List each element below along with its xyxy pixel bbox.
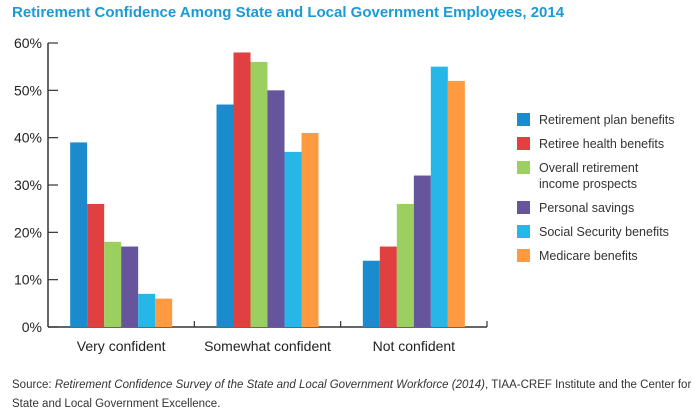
y-tick-label: 10% — [14, 272, 42, 288]
legend-label: Social Security benefits — [539, 225, 669, 239]
chart-title: Retirement Confidence Among State and Lo… — [12, 4, 565, 21]
bar-4-2 — [430, 66, 448, 328]
legend-swatch — [517, 161, 530, 174]
bar-0-2 — [362, 260, 380, 327]
bar-3-2 — [413, 175, 431, 327]
bar-2-0 — [104, 241, 122, 327]
bar-4-0 — [138, 293, 156, 327]
bar-5-2 — [447, 80, 465, 327]
bar-5-0 — [155, 298, 173, 327]
bar-0-0 — [70, 142, 88, 327]
legend-swatch — [517, 113, 530, 126]
legend-swatch — [517, 225, 530, 238]
y-tick-label: 60% — [14, 35, 42, 51]
legend-item: Retiree health benefits — [517, 136, 695, 152]
legend-item: Medicare benefits — [517, 248, 695, 264]
bar-0-1 — [216, 104, 234, 328]
legend-swatch — [517, 201, 530, 214]
legend-label: Personal savings — [539, 201, 635, 215]
source-prefix: Source: — [12, 379, 55, 391]
source-note: Source: Retirement Confidence Survey of … — [12, 376, 692, 414]
bar-1-1 — [233, 52, 251, 327]
bar-1-2 — [379, 246, 397, 327]
y-tick-label: 30% — [14, 177, 42, 193]
legend-item: Personal savings — [517, 200, 695, 216]
x-category-label: Not confident — [373, 338, 456, 354]
bar-3-0 — [121, 246, 139, 327]
legend-label: Medicare benefits — [539, 249, 638, 263]
y-tick-label: 20% — [14, 224, 42, 240]
source-suffix: , TIAA-CREF Institute and the Center for… — [12, 379, 692, 410]
bar-2-1 — [250, 61, 268, 327]
y-tick-label: 40% — [14, 130, 42, 146]
legend-item: Retirement plan benefits — [517, 112, 695, 128]
source-title: Retirement Confidence Survey of the Stat… — [54, 379, 486, 391]
legend-item: Overall retirement income prospects — [517, 160, 695, 192]
legend-item: Social Security benefits — [517, 224, 695, 240]
legend: Retirement plan benefits Retiree health b… — [517, 112, 695, 272]
legend-label: Overall retirement income prospects — [539, 161, 639, 191]
legend-swatch — [517, 137, 530, 150]
x-category-label: Very confident — [77, 338, 166, 354]
bar-5-1 — [301, 132, 319, 327]
bar-4-1 — [284, 151, 302, 327]
y-tick-label: 50% — [14, 82, 42, 98]
x-category-label: Somewhat confident — [204, 338, 331, 354]
y-tick-label: 0% — [22, 319, 42, 335]
legend-swatch — [517, 249, 530, 262]
bar-3-1 — [267, 90, 285, 327]
bar-1-0 — [87, 203, 105, 327]
legend-label: Retirement plan benefits — [539, 113, 675, 127]
bar-2-2 — [396, 203, 414, 327]
legend-label: Retiree health benefits — [539, 137, 665, 151]
